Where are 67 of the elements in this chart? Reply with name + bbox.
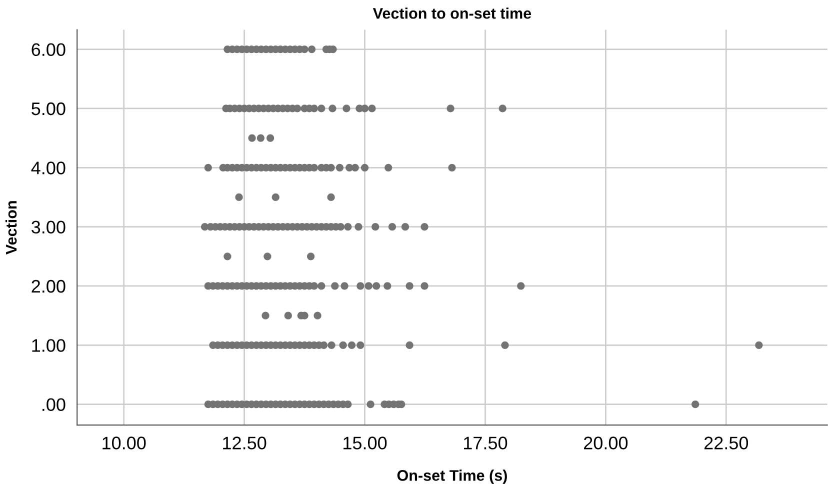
y-tick-label: 2.00	[32, 280, 66, 293]
point	[448, 164, 456, 172]
point	[318, 104, 326, 112]
point	[256, 134, 264, 142]
point	[262, 312, 270, 320]
point	[320, 341, 328, 349]
point	[420, 282, 428, 290]
point	[336, 164, 344, 172]
point	[339, 341, 347, 349]
point	[204, 164, 212, 172]
point	[318, 282, 326, 290]
y-tick-label: 3.00	[32, 220, 66, 234]
point	[248, 134, 256, 142]
point	[372, 223, 380, 231]
point	[224, 252, 232, 260]
point	[342, 104, 350, 112]
point	[331, 282, 339, 290]
point	[264, 252, 272, 260]
point	[308, 45, 316, 54]
x-tick-label: 15.00	[344, 436, 387, 450]
point	[384, 164, 392, 172]
point	[498, 104, 506, 112]
point	[284, 312, 292, 320]
point	[354, 223, 362, 231]
point	[340, 282, 348, 290]
point	[368, 104, 376, 112]
y-axis-title: Vection	[5, 201, 17, 254]
point	[328, 104, 336, 112]
point	[384, 282, 392, 290]
point	[401, 223, 410, 231]
point	[755, 341, 763, 349]
x-tick-label: 22.50	[704, 436, 748, 450]
x-tick-label: 10.00	[102, 436, 146, 450]
point	[360, 164, 369, 172]
x-tick-label: 20.00	[584, 436, 628, 450]
point	[328, 341, 336, 349]
chart-title: Vection to on-set time	[372, 8, 532, 19]
y-tick-label: .00	[42, 398, 66, 412]
point	[356, 282, 364, 290]
y-tick-label: 1.00	[32, 339, 66, 352]
x-tick-label: 17.50	[464, 436, 508, 450]
point	[306, 252, 315, 260]
point	[266, 134, 274, 142]
point	[406, 282, 414, 290]
point	[372, 282, 380, 290]
point	[406, 341, 414, 349]
point	[327, 193, 335, 202]
y-tick-label: 6.00	[32, 43, 66, 56]
point	[420, 223, 428, 231]
point	[356, 341, 364, 349]
x-tick-label: 12.50	[223, 436, 266, 450]
y-tick-label: 4.00	[31, 162, 66, 174]
point	[348, 341, 356, 349]
point	[351, 164, 359, 172]
point	[692, 400, 700, 408]
point	[501, 341, 509, 349]
point	[517, 282, 525, 290]
y-tick-label: 5.00	[32, 102, 66, 116]
point	[235, 193, 243, 202]
point	[388, 223, 396, 231]
point	[314, 312, 322, 320]
point	[272, 193, 280, 202]
point	[366, 400, 374, 408]
point	[364, 282, 372, 290]
point	[446, 104, 454, 112]
point	[344, 223, 352, 231]
x-axis-title: On-set Time (s)	[397, 470, 507, 484]
